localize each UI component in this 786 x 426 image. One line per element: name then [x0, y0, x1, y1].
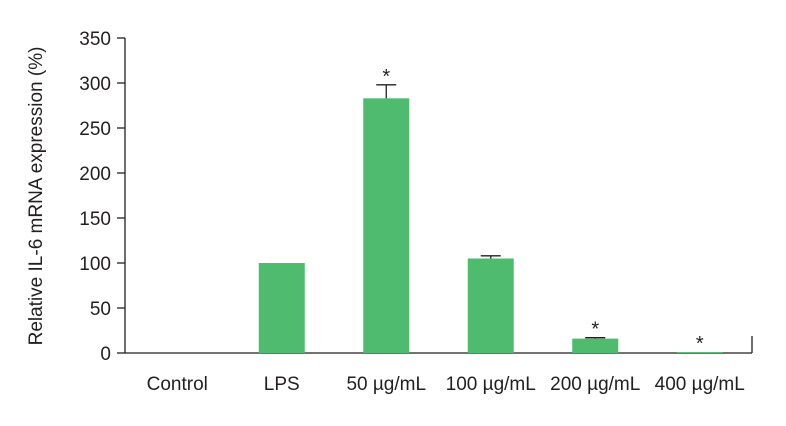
y-tick-label: 200	[79, 164, 111, 185]
bar	[676, 352, 723, 353]
bar	[572, 338, 619, 353]
y-tick-label: 250	[79, 119, 111, 140]
bar	[363, 98, 410, 353]
y-tick-label: 50	[90, 299, 111, 320]
y-tick-label: 100	[79, 254, 111, 275]
x-tick-label: 100 µg/mL	[446, 374, 536, 395]
y-tick-label: 300	[79, 74, 111, 95]
y-axis-label: Relative IL-6 mRNA expression (%)	[26, 47, 47, 346]
x-tick-label: Control	[147, 374, 208, 395]
y-tick-label: 0	[100, 344, 111, 365]
significance-marker: *	[591, 319, 599, 341]
x-tick-label: LPS	[264, 374, 300, 395]
bar	[467, 258, 514, 353]
x-tick-label: 200 µg/mL	[550, 374, 640, 395]
y-tick-label: 150	[79, 209, 111, 230]
y-tick-label: 350	[79, 29, 111, 50]
significance-marker: *	[382, 66, 390, 88]
significance-marker: *	[696, 333, 704, 355]
bar	[258, 263, 305, 353]
x-tick-label: 400 µg/mL	[655, 374, 745, 395]
x-tick-label: 50 µg/mL	[346, 374, 426, 395]
